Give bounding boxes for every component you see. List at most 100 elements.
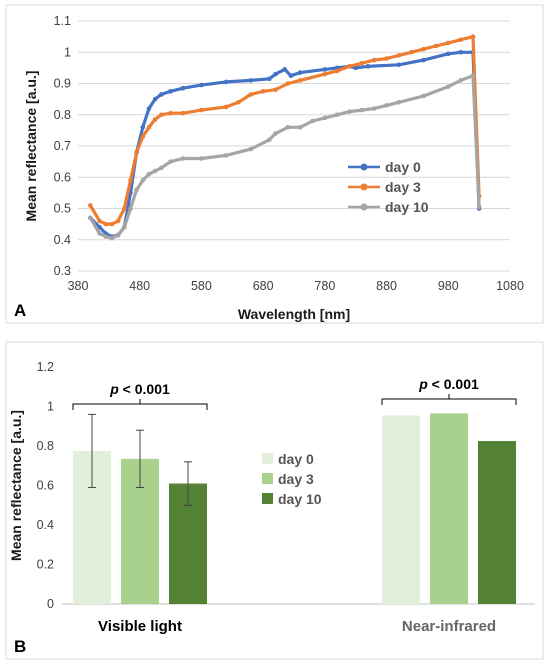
- data-point: [347, 64, 352, 69]
- data-point: [199, 107, 204, 113]
- data-point: [359, 60, 365, 66]
- legend-label: day 0: [385, 159, 421, 175]
- data-point: [285, 124, 291, 130]
- data-point: [248, 78, 254, 83]
- data-point: [334, 68, 340, 74]
- legend-swatch: [262, 493, 273, 504]
- data-point: [128, 206, 133, 211]
- data-point: [445, 84, 451, 89]
- data-point: [121, 224, 127, 230]
- data-point: [384, 103, 389, 108]
- legend-swatch-marker: [360, 163, 368, 171]
- data-point: [199, 156, 204, 161]
- data-point: [128, 178, 133, 183]
- data-point: [152, 96, 158, 102]
- data-point: [223, 79, 229, 85]
- x-tick-label: 980: [438, 279, 459, 293]
- data-point: [236, 99, 241, 105]
- data-point: [103, 221, 109, 227]
- bar-day-0: [382, 415, 420, 604]
- data-point: [396, 53, 402, 58]
- data-point: [365, 64, 371, 69]
- y-tick-label: 1.2: [37, 360, 54, 374]
- data-point: [159, 112, 164, 118]
- data-point: [458, 78, 463, 83]
- data-point: [476, 204, 482, 210]
- data-point: [109, 235, 115, 241]
- data-point: [371, 57, 377, 63]
- data-point: [103, 234, 109, 239]
- data-point: [371, 106, 377, 111]
- data-point: [273, 131, 278, 136]
- data-point: [322, 115, 328, 121]
- panel-b-label: B: [14, 637, 26, 656]
- x-tick-label: 1080: [496, 279, 524, 293]
- data-point: [152, 117, 158, 122]
- y-tick-label: 0.8: [37, 439, 54, 453]
- y-tick-label: 1: [47, 400, 54, 414]
- data-point: [445, 51, 451, 57]
- y-tick-label: 0.9: [54, 77, 71, 91]
- data-point: [267, 137, 272, 143]
- data-point: [140, 134, 146, 139]
- y-tick-label: 0.4: [37, 518, 54, 532]
- data-point: [384, 56, 389, 61]
- legend-label: day 3: [278, 471, 314, 487]
- data-point: [180, 110, 186, 116]
- data-point: [134, 149, 139, 155]
- data-point: [421, 46, 426, 52]
- data-point: [396, 99, 402, 105]
- x-tick-label: 480: [129, 279, 150, 293]
- data-point: [282, 67, 288, 72]
- data-point: [168, 89, 173, 94]
- data-point: [421, 93, 426, 99]
- data-point: [134, 187, 139, 193]
- bar-day-10: [478, 441, 516, 604]
- y-tick-label: 1: [64, 45, 71, 59]
- data-point: [359, 107, 365, 113]
- x-tick-label: 880: [376, 279, 397, 293]
- data-point: [297, 78, 303, 83]
- data-point: [97, 218, 102, 224]
- panel-a-frame: [5, 4, 544, 324]
- y-tick-label: 1.1: [54, 14, 71, 28]
- data-point: [168, 110, 173, 116]
- data-point: [159, 92, 164, 97]
- data-point: [97, 224, 102, 230]
- data-point: [140, 124, 146, 130]
- data-point: [199, 82, 204, 88]
- x-tick-label: 780: [314, 279, 335, 293]
- data-point: [223, 104, 229, 110]
- legend-label: day 10: [385, 199, 429, 215]
- x-axis-title: Wavelength [nm]: [238, 306, 350, 322]
- legend-label: day 3: [385, 179, 421, 195]
- p-value-annotation: p < 0.001: [109, 381, 170, 397]
- data-point: [159, 165, 164, 171]
- category-label: Near-infrared: [402, 618, 496, 635]
- data-point: [297, 70, 303, 75]
- y-tick-label: 0.6: [54, 170, 71, 184]
- y-axis-title: Mean reflectance [a.u.]: [8, 410, 24, 561]
- x-tick-label: 680: [253, 279, 274, 293]
- data-point: [180, 156, 186, 161]
- data-point: [109, 221, 115, 227]
- data-point: [260, 89, 266, 94]
- data-point: [310, 118, 315, 124]
- y-tick-label: 0.4: [54, 233, 71, 247]
- data-point: [248, 92, 254, 97]
- data-point: [421, 57, 426, 63]
- data-point: [470, 73, 476, 78]
- data-point: [288, 73, 294, 78]
- data-point: [223, 153, 229, 158]
- x-tick-label: 380: [68, 279, 89, 293]
- data-point: [285, 81, 291, 86]
- data-point: [248, 146, 254, 152]
- data-point: [115, 232, 121, 238]
- panel-b: 0 0.2 0.4 0.6 0.8 1 1.2 Mean reflectance [a.u.]…: [8, 360, 535, 635]
- data-point: [322, 67, 328, 72]
- series-line-day-10: [88, 74, 481, 240]
- bar-day-3: [430, 413, 468, 604]
- data-point: [88, 215, 93, 221]
- x-tick-label: 580: [191, 279, 212, 293]
- data-point: [445, 40, 451, 46]
